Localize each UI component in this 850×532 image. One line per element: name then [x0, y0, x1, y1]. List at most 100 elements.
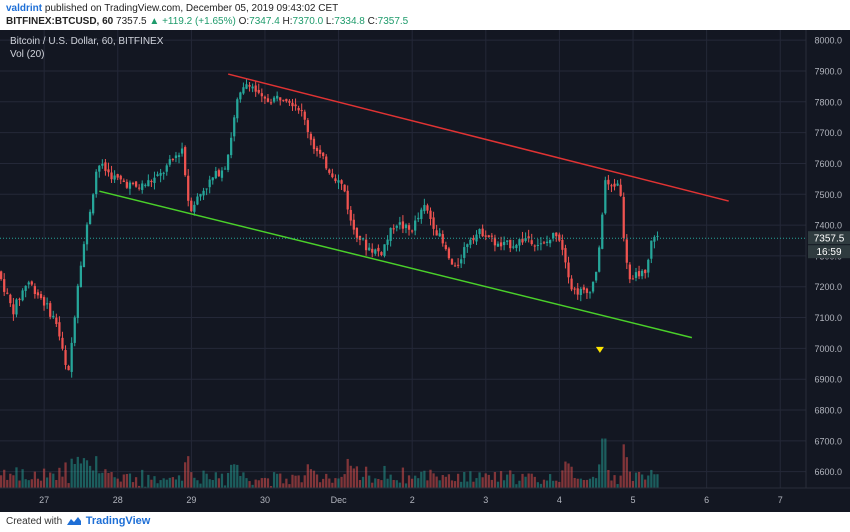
candle-body: [217, 170, 221, 177]
candle-body: [340, 180, 343, 184]
candle-body: [647, 259, 650, 273]
volume-bar: [230, 464, 233, 488]
event-marker-icon[interactable]: [595, 346, 604, 353]
volume-bar: [653, 474, 656, 488]
volume-bar: [309, 469, 313, 488]
volume-bar: [128, 473, 132, 488]
trend-lines[interactable]: [99, 73, 729, 339]
candle-body: [530, 240, 533, 245]
candle-body: [95, 171, 98, 195]
candle-body: [52, 315, 55, 318]
volume-bar: [42, 468, 46, 488]
candle-body: [73, 317, 76, 343]
volume-bar: [55, 479, 58, 488]
candle-body: [334, 178, 337, 182]
candle-body: [85, 224, 89, 245]
last-price: 7357.5: [116, 16, 147, 27]
volume-bar: [36, 478, 40, 488]
candle-body: [496, 243, 500, 247]
volume-bar: [355, 466, 359, 488]
candle-body: [383, 244, 386, 256]
candle-body: [92, 194, 95, 214]
candle-body: [30, 281, 33, 285]
volume-bar: [116, 478, 119, 488]
candle-body: [318, 149, 322, 154]
footer: Created with TradingView: [0, 512, 850, 532]
price-tick-label: 6900.0: [814, 375, 842, 385]
chart-area[interactable]: 6600.0 6700.0 6800.0 6900.0 7000.0 7100.0 7200…: [0, 30, 850, 512]
candle-body: [346, 190, 349, 210]
tradingview-brand[interactable]: TradingView: [85, 515, 151, 527]
volume-bar: [162, 478, 165, 488]
candle-body: [634, 272, 638, 278]
volume-bar: [619, 475, 622, 488]
volume-bar: [561, 470, 564, 488]
price-axis[interactable]: [806, 30, 850, 488]
volume-bar: [156, 483, 159, 488]
candle-body: [576, 288, 579, 295]
volume-bar: [58, 467, 61, 488]
low-label: L:: [325, 16, 335, 27]
price-tick-label: 7800.0: [814, 97, 842, 107]
candle-body: [282, 99, 285, 101]
candle-body: [490, 235, 493, 237]
candle-body: [119, 175, 122, 180]
candle-body: [98, 165, 101, 172]
candle-body: [564, 248, 567, 263]
candle-body: [248, 85, 251, 87]
volume-bar: [260, 478, 263, 488]
open-label: O:: [238, 16, 250, 27]
author-name[interactable]: valdrint: [6, 3, 43, 14]
volume-bar: [515, 484, 518, 488]
candle-body: [156, 174, 159, 177]
candle-body: [180, 148, 184, 154]
candle-body: [220, 170, 224, 178]
candle-body: [438, 233, 441, 237]
candle-body: [171, 158, 175, 160]
candle-body: [49, 303, 52, 317]
volume-bar: [570, 466, 573, 488]
volume-bar: [159, 480, 162, 488]
candle-body: [552, 232, 555, 239]
candle-body: [515, 244, 518, 249]
high-value: 7370.0: [292, 16, 324, 27]
volume-bar: [282, 483, 285, 488]
volume-bar: [315, 474, 319, 488]
candle-body: [493, 237, 497, 246]
time-axis[interactable]: [0, 488, 850, 512]
candle-body: [266, 98, 270, 102]
published-text: published on TradingView.com, December 0…: [44, 3, 339, 14]
volume-bar: [328, 478, 331, 488]
volume-bar: [607, 469, 610, 488]
price-chart[interactable]: 6600.0 6700.0 6800.0 6900.0 7000.0 7100.0 7200…: [0, 30, 850, 512]
volume-bar: [622, 444, 625, 488]
volume-bar: [349, 465, 352, 488]
volume-bar: [312, 470, 316, 488]
time-axis-labels: 27 28 29 30 Dec 2 3 4 5 6 7: [39, 495, 783, 505]
candle-body: [625, 239, 628, 263]
price-tick-label: 6600.0: [814, 467, 842, 477]
candle-body: [187, 175, 190, 201]
volume-bar: [334, 478, 337, 488]
candle-body: [61, 337, 64, 349]
volume-bar: [361, 476, 365, 488]
volume-bar: [193, 477, 196, 488]
candle-body: [104, 162, 107, 171]
candle-body: [407, 225, 411, 230]
volume-bar: [576, 478, 579, 488]
candle-body: [67, 365, 70, 371]
volume-bar: [306, 464, 309, 488]
candle-body: [460, 259, 463, 264]
candle-body: [487, 235, 490, 238]
candle-body: [453, 265, 457, 267]
candle-body: [177, 155, 181, 158]
volume-bar: [536, 482, 539, 488]
volume-bar: [88, 465, 92, 488]
candle-body: [42, 297, 46, 306]
candle-body: [208, 179, 211, 188]
volume-bar: [647, 475, 650, 488]
volume-bar: [604, 438, 607, 488]
volume-bar: [343, 474, 346, 488]
candle-body: [70, 342, 73, 372]
volume-bar: [410, 478, 414, 488]
